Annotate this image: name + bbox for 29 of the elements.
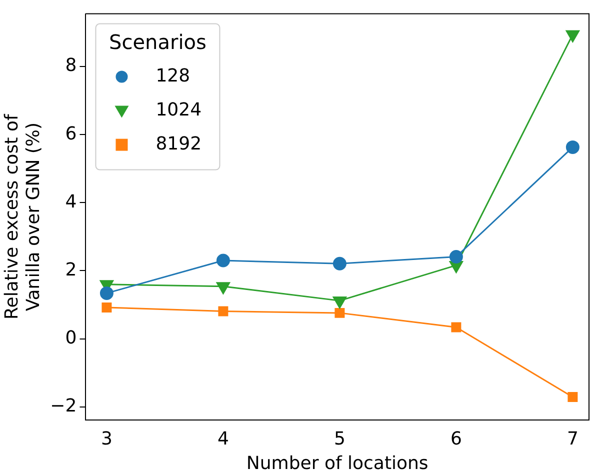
point bbox=[216, 254, 230, 268]
y-tick-label: 0 bbox=[65, 327, 77, 348]
y-tick-label: −2 bbox=[50, 396, 77, 417]
point bbox=[218, 306, 228, 316]
x-tick-label: 6 bbox=[450, 428, 462, 450]
legend-title: Scenarios bbox=[109, 30, 206, 54]
x-tick-label: 3 bbox=[100, 428, 112, 450]
point bbox=[102, 302, 112, 312]
point bbox=[451, 322, 462, 332]
x-tick-label: 7 bbox=[566, 428, 578, 450]
y-tick-label: 4 bbox=[65, 191, 77, 212]
legend-label: 1024 bbox=[156, 99, 202, 120]
y-tick-label: 2 bbox=[65, 259, 77, 280]
y-tick-label: 6 bbox=[65, 123, 77, 144]
point bbox=[566, 140, 580, 154]
x-tick-label: 5 bbox=[334, 428, 346, 450]
point bbox=[566, 30, 580, 42]
point bbox=[100, 286, 114, 300]
legend-label: 128 bbox=[156, 65, 190, 86]
point bbox=[332, 256, 346, 270]
y-tick-label: 8 bbox=[65, 55, 77, 76]
x-axis-title: Number of locations bbox=[246, 452, 428, 474]
legend-label: 8192 bbox=[156, 133, 202, 154]
point bbox=[568, 392, 578, 402]
point bbox=[449, 250, 463, 264]
y-axis-title: Relative excess cost of Vanilla over GNN (%) bbox=[1, 114, 44, 320]
x-tick-label: 4 bbox=[217, 428, 229, 450]
point bbox=[332, 296, 347, 308]
point bbox=[334, 308, 345, 318]
